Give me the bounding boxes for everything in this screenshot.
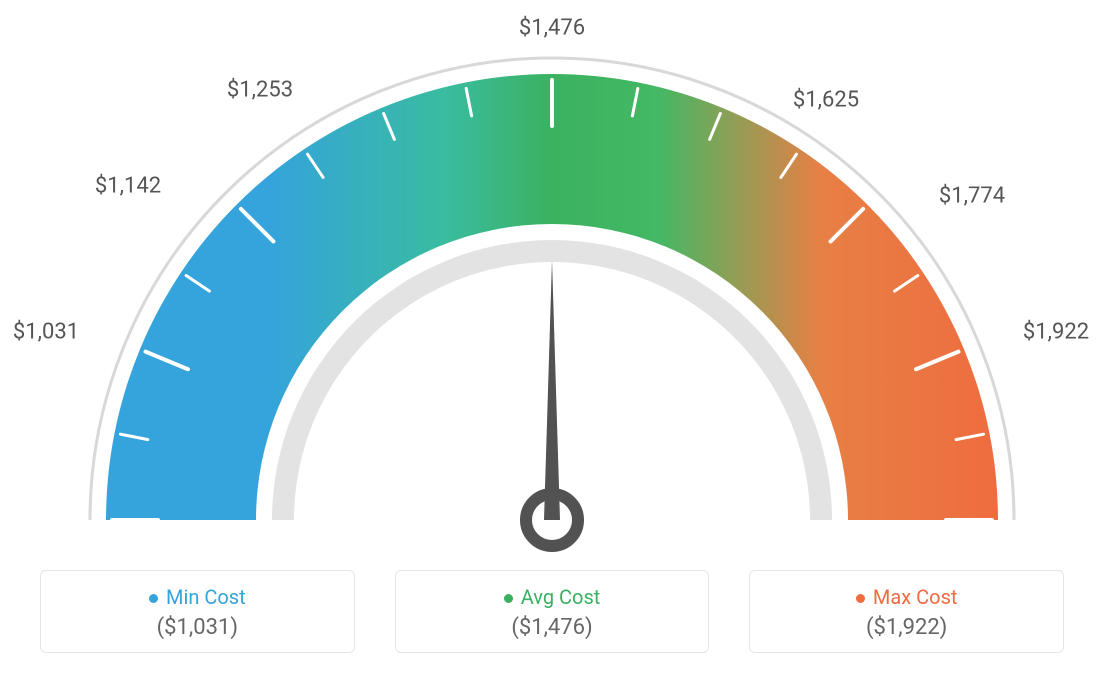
gauge-svg bbox=[0, 0, 1104, 560]
legend-dot-icon bbox=[504, 594, 513, 603]
gauge-tick-label: $1,476 bbox=[519, 16, 585, 41]
legend-value-avg: ($1,476) bbox=[406, 615, 699, 640]
gauge-tick-label: $1,922 bbox=[1023, 320, 1089, 345]
legend-card-max: Max Cost ($1,922) bbox=[749, 570, 1064, 653]
legend-title-max: Max Cost bbox=[760, 585, 1053, 609]
legend-title-min: Min Cost bbox=[51, 585, 344, 609]
legend-dot-icon bbox=[856, 594, 865, 603]
legend-label-text: Avg Cost bbox=[521, 585, 601, 609]
legend-card-avg: Avg Cost ($1,476) bbox=[395, 570, 710, 653]
legend-title-avg: Avg Cost bbox=[406, 585, 699, 609]
legend-label-text: Min Cost bbox=[166, 585, 246, 609]
gauge-tick-label: $1,142 bbox=[95, 174, 161, 199]
legend-value-min: ($1,031) bbox=[51, 615, 344, 640]
gauge-chart: $1,031 $1,142 $1,253 $1,476 $1,625 $1,774 $1,9… bbox=[0, 0, 1104, 560]
gauge-tick-label: $1,253 bbox=[227, 78, 293, 103]
legend-value-max: ($1,922) bbox=[760, 615, 1053, 640]
gauge-tick-label: $1,774 bbox=[939, 184, 1005, 209]
legend-dot-icon bbox=[149, 594, 158, 603]
gauge-tick-label: $1,031 bbox=[13, 320, 79, 345]
cost-legend-row: Min Cost ($1,031) Avg Cost ($1,476) Max Cost… bbox=[0, 560, 1104, 653]
gauge-tick-label: $1,625 bbox=[793, 88, 859, 113]
legend-card-min: Min Cost ($1,031) bbox=[40, 570, 355, 653]
legend-label-text: Max Cost bbox=[873, 585, 958, 609]
